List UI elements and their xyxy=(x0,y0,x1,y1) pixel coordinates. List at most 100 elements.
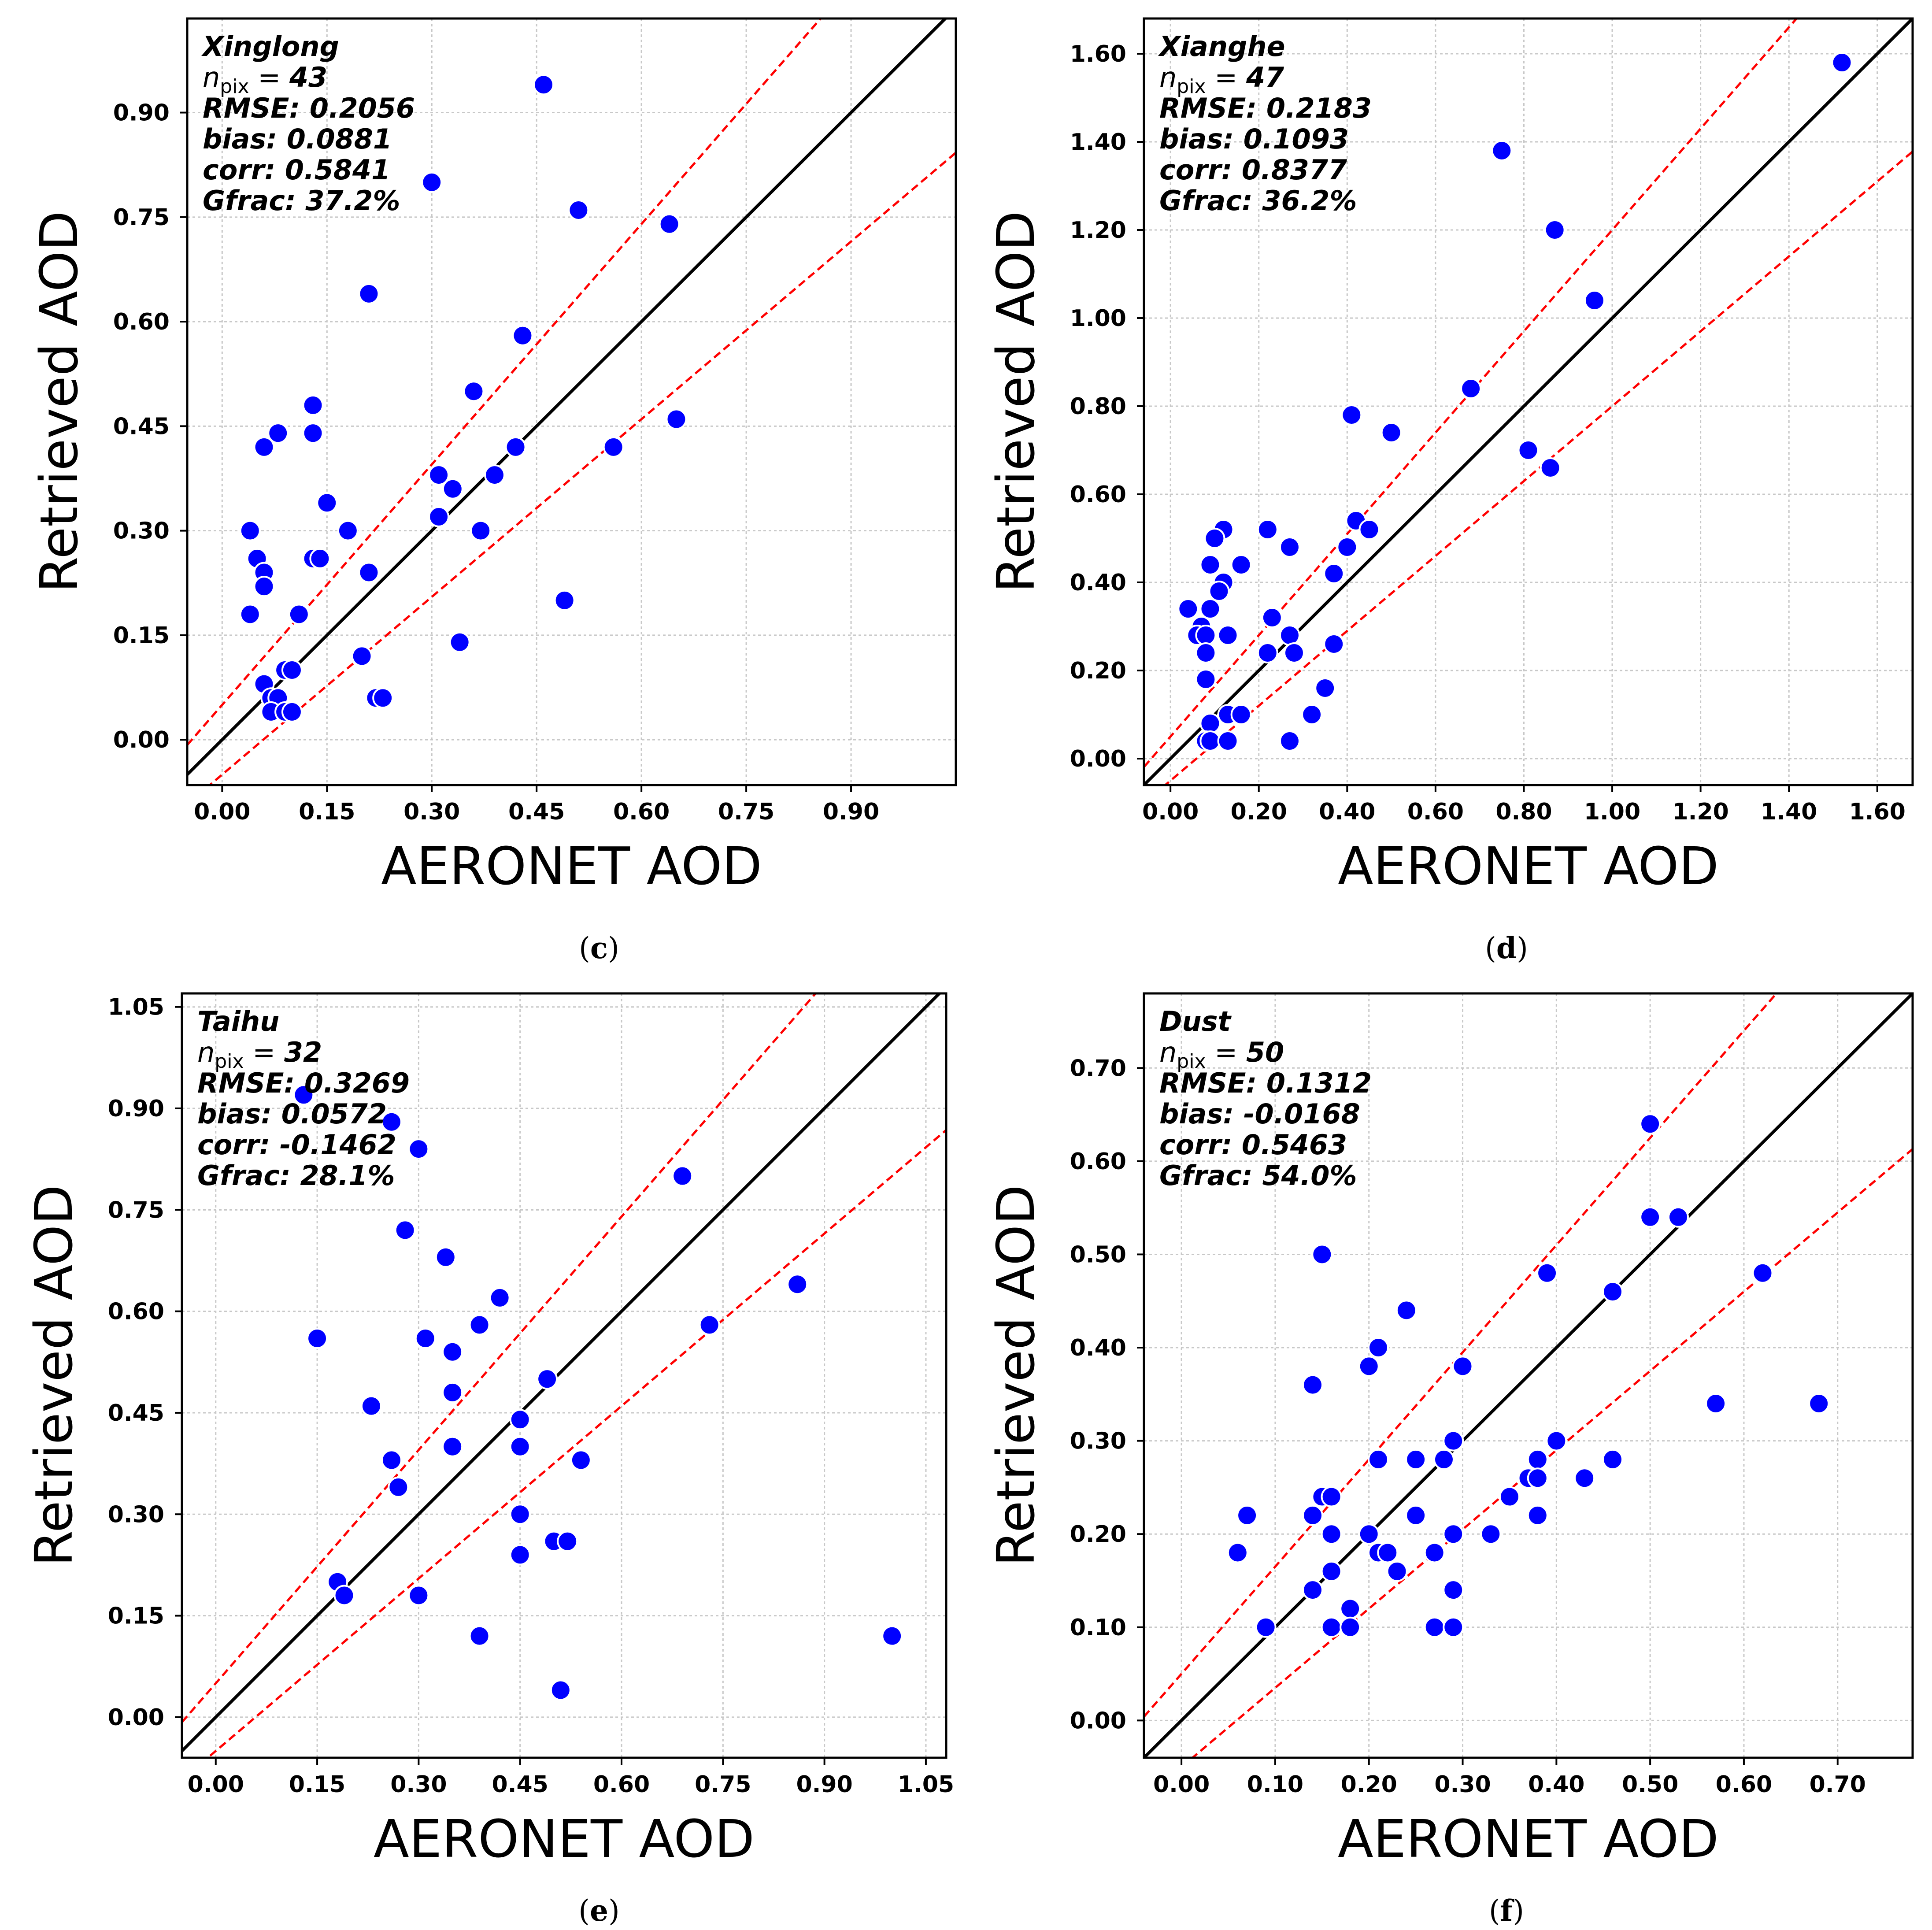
y-axis-label: Retrieved AOD xyxy=(985,1185,1046,1567)
panel-label: e xyxy=(590,1893,608,1928)
y-tick-label: 0.75 xyxy=(113,204,170,231)
site-name: Xianghe xyxy=(1158,30,1285,63)
data-point xyxy=(509,1544,531,1566)
data-point xyxy=(1257,642,1278,663)
data-point xyxy=(1230,554,1252,575)
data-point xyxy=(1705,1393,1727,1414)
npix-value: 32 xyxy=(284,1036,322,1068)
npix-line: npix = 47 xyxy=(1159,61,1284,98)
data-point xyxy=(253,576,275,597)
x-tick-label: 1.05 xyxy=(898,1771,954,1798)
stat-corr: corr: 0.5841 xyxy=(203,154,390,186)
data-point xyxy=(302,394,324,416)
y-tick-label: 0.20 xyxy=(1070,658,1126,684)
data-point xyxy=(1540,457,1561,478)
data-point xyxy=(1217,625,1239,646)
y-tick-label: 0.60 xyxy=(1070,482,1126,508)
data-point xyxy=(1358,1356,1380,1377)
data-point xyxy=(1460,378,1482,399)
y-tick-label: 0.75 xyxy=(108,1197,164,1223)
data-point xyxy=(1302,1579,1324,1601)
data-point xyxy=(442,1341,463,1363)
data-point xyxy=(666,408,687,430)
x-tick-label: 0.30 xyxy=(1434,1771,1491,1798)
x-tick-label: 0.00 xyxy=(1153,1771,1210,1798)
stat-rmse: RMSE: 0.2183 xyxy=(1159,92,1372,124)
npix-value: 43 xyxy=(289,61,327,93)
data-point xyxy=(1443,1430,1464,1452)
panel-caption: (e) xyxy=(578,1893,620,1928)
data-point xyxy=(1424,1542,1445,1563)
stat-corr: corr: 0.5463 xyxy=(1159,1129,1347,1161)
stat-bias: bias: 0.0881 xyxy=(203,123,392,155)
x-tick-label: 0.60 xyxy=(593,1771,650,1798)
panel-c: 0.00 0.15 0.30 0.45 0.60 0.75 0.90 0.00 0.15 0.30… xyxy=(29,17,957,965)
y-tick-label: 0.40 xyxy=(1070,1335,1126,1361)
x-axis-label: AERONET AOD xyxy=(381,836,762,896)
data-point xyxy=(1480,1523,1502,1545)
site-name: Xinglong xyxy=(201,30,339,63)
y-tick-label: 0.00 xyxy=(1070,746,1126,772)
y-axis-label: Retrieved AOD xyxy=(985,211,1046,593)
data-point xyxy=(1602,1281,1624,1303)
data-point xyxy=(1527,1504,1548,1526)
data-point xyxy=(1177,598,1199,619)
y-tick-label: 0.10 xyxy=(1070,1615,1126,1641)
y-tick-label: 1.05 xyxy=(108,994,164,1021)
data-point xyxy=(1195,669,1217,690)
data-point xyxy=(505,436,526,458)
panel-label: f xyxy=(1500,1893,1514,1928)
x-tick-label: 0.30 xyxy=(403,799,460,825)
data-point xyxy=(1443,1616,1464,1638)
data-point xyxy=(239,604,261,625)
data-point xyxy=(1808,1393,1830,1414)
data-point xyxy=(421,171,443,193)
data-point xyxy=(1499,1486,1520,1508)
data-point xyxy=(1443,1523,1464,1545)
data-point xyxy=(533,74,555,96)
data-point xyxy=(435,1246,456,1268)
upper-envelope-line xyxy=(182,993,817,1723)
panel-f: 0.00 0.10 0.20 0.30 0.40 0.50 0.60 0.70 0.00 0.10… xyxy=(985,992,1914,1928)
x-tick-label: 1.20 xyxy=(1672,799,1728,825)
x-tick-label: 0.10 xyxy=(1247,1771,1303,1798)
data-point xyxy=(484,464,505,486)
y-tick-label: 0.50 xyxy=(1070,1241,1126,1268)
data-point xyxy=(1321,1616,1342,1638)
y-tick-label: 0.60 xyxy=(108,1299,164,1325)
data-point xyxy=(603,436,624,458)
x-tick-label: 0.50 xyxy=(1622,1771,1678,1798)
y-tick-label: 0.15 xyxy=(113,622,170,649)
data-point xyxy=(1279,730,1300,752)
one-to-one-line xyxy=(182,993,942,1752)
data-point xyxy=(1336,537,1358,558)
y-tick-label: 0.00 xyxy=(1070,1708,1126,1734)
data-point xyxy=(372,687,394,709)
data-point xyxy=(408,1585,429,1606)
data-point xyxy=(1341,404,1362,426)
y-tick-label: 0.30 xyxy=(113,518,170,545)
npix-subscript: pix xyxy=(220,75,249,98)
data-point xyxy=(1443,1579,1464,1601)
data-point xyxy=(1602,1448,1624,1470)
x-axis-label: AERONET AOD xyxy=(1338,836,1719,896)
x-tick-label: 0.75 xyxy=(695,1771,751,1798)
data-point xyxy=(1279,625,1300,646)
axes-frame xyxy=(181,992,947,1759)
x-tick-label: 0.70 xyxy=(1810,1771,1866,1798)
x-tick-label: 0.00 xyxy=(1142,799,1199,825)
y-tick-label: 1.20 xyxy=(1070,217,1126,244)
data-point xyxy=(1491,140,1513,161)
site-name: Dust xyxy=(1159,1005,1232,1037)
data-point xyxy=(358,562,380,583)
data-point xyxy=(358,283,380,304)
lower-envelope-line xyxy=(1163,151,1913,785)
data-point xyxy=(550,1679,571,1701)
data-point xyxy=(1230,704,1252,725)
data-point xyxy=(1204,528,1225,549)
data-point xyxy=(288,604,310,625)
data-point xyxy=(388,1476,409,1498)
y-tick-label: 0.90 xyxy=(108,1096,164,1122)
data-point xyxy=(1199,598,1221,619)
data-point xyxy=(1199,713,1221,734)
